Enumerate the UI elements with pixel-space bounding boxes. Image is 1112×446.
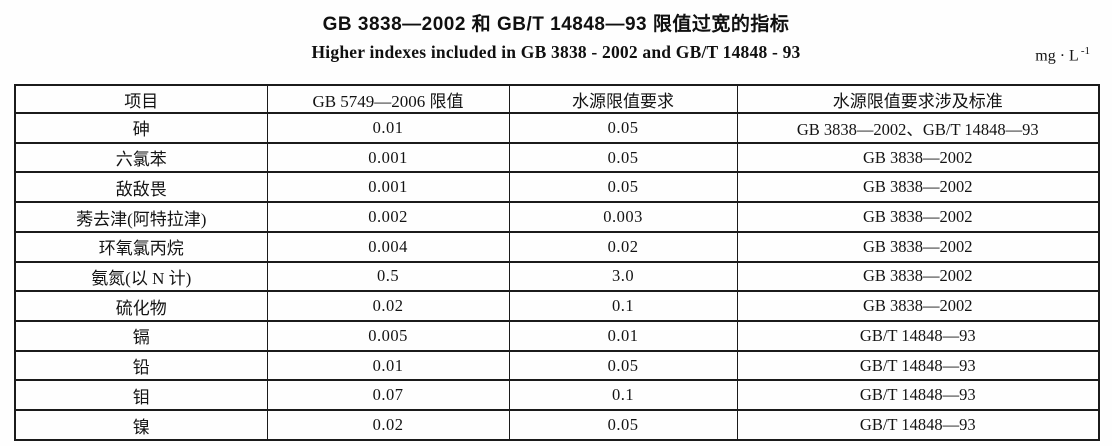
cell-involved-standard: GB/T 14848—93 <box>736 409 1100 441</box>
cell-source-limit: 0.05 <box>508 112 738 144</box>
cell-involved-standard: GB/T 14848—93 <box>736 320 1100 352</box>
unit-label: mg · L -1 <box>1035 45 1090 65</box>
cell-item: 莠去津(阿特拉津) <box>14 201 268 233</box>
cell-involved-standard: GB/T 14848—93 <box>736 349 1100 382</box>
cell-gb5749-limit: 0.005 <box>266 320 510 352</box>
cell-gb5749-limit: 0.5 <box>266 260 510 293</box>
cell-item: 环氧氯丙烷 <box>14 230 268 263</box>
table-row: 莠去津(阿特拉津) 0.002 0.003 GB 3838—2002 <box>14 201 1100 233</box>
cell-involved-standard: GB 3838—2002 <box>736 230 1100 263</box>
cell-item: 镍 <box>14 409 268 441</box>
cell-gb5749-limit: 0.002 <box>266 201 510 233</box>
cell-involved-standard: GB 3838—2002 <box>736 141 1100 174</box>
cell-involved-standard: GB 3838—2002 <box>736 290 1100 323</box>
table-row: 铅 0.01 0.05 GB/T 14848—93 <box>14 349 1100 382</box>
column-header-involved-standard: 水源限值要求涉及标准 <box>736 84 1100 114</box>
table-row: 硫化物 0.02 0.1 GB 3838—2002 <box>14 290 1100 323</box>
table-row: 砷 0.01 0.05 GB 3838—2002、GB/T 14848—93 <box>14 112 1100 144</box>
cell-gb5749-limit: 0.001 <box>266 171 510 204</box>
column-header-item: 项目 <box>14 84 268 114</box>
cell-involved-standard: GB 3838—2002 <box>736 171 1100 204</box>
cell-item: 钼 <box>14 379 268 412</box>
cell-source-limit: 0.02 <box>508 230 738 263</box>
cell-gb5749-limit: 0.02 <box>266 409 510 441</box>
cell-involved-standard: GB/T 14848—93 <box>736 379 1100 412</box>
table-row: 钼 0.07 0.1 GB/T 14848—93 <box>14 379 1100 412</box>
column-header-source-limit: 水源限值要求 <box>508 84 738 114</box>
cell-gb5749-limit: 0.01 <box>266 349 510 382</box>
column-header-gb5749-limit: GB 5749—2006 限值 <box>266 84 510 114</box>
cell-source-limit: 0.05 <box>508 171 738 204</box>
cell-source-limit: 0.05 <box>508 409 738 441</box>
cell-gb5749-limit: 0.004 <box>266 230 510 263</box>
cell-involved-standard: GB 3838—2002、GB/T 14848—93 <box>736 112 1100 144</box>
table-title-english: Higher indexes included in GB 3838 - 200… <box>311 42 801 62</box>
cell-item: 砷 <box>14 112 268 144</box>
cell-gb5749-limit: 0.07 <box>266 379 510 412</box>
table-row: 镍 0.02 0.05 GB/T 14848—93 <box>14 409 1100 441</box>
cell-source-limit: 0.003 <box>508 201 738 233</box>
table-row: 敌敌畏 0.001 0.05 GB 3838—2002 <box>14 171 1100 204</box>
limits-comparison-table: 项目 GB 5749—2006 限值 水源限值要求 水源限值要求涉及标准 砷 0.… <box>14 84 1100 441</box>
cell-source-limit: 0.1 <box>508 379 738 412</box>
table-body: 砷 0.01 0.05 GB 3838—2002、GB/T 14848—93 六氯苯 0.… <box>14 112 1100 441</box>
unit-exponent: -1 <box>1080 45 1090 57</box>
table-row: 氨氮(以 N 计) 0.5 3.0 GB 3838—2002 <box>14 260 1100 293</box>
cell-gb5749-limit: 0.001 <box>266 141 510 174</box>
unit-base: mg · L <box>1035 47 1079 65</box>
cell-item: 铅 <box>14 349 268 382</box>
cell-gb5749-limit: 0.01 <box>266 112 510 144</box>
cell-involved-standard: GB 3838—2002 <box>736 201 1100 233</box>
cell-involved-standard: GB 3838—2002 <box>736 260 1100 293</box>
header-row: 项目 GB 5749—2006 限值 水源限值要求 水源限值要求涉及标准 <box>14 84 1100 114</box>
cell-source-limit: 0.01 <box>508 320 738 352</box>
cell-source-limit: 0.05 <box>508 349 738 382</box>
cell-item: 硫化物 <box>14 290 268 323</box>
table-row: 六氯苯 0.001 0.05 GB 3838—2002 <box>14 141 1100 174</box>
cell-source-limit: 3.0 <box>508 260 738 293</box>
table-row: 环氧氯丙烷 0.004 0.02 GB 3838—2002 <box>14 230 1100 263</box>
cell-item: 氨氮(以 N 计) <box>14 260 268 293</box>
table-title-chinese: GB 3838—2002 和 GB/T 14848—93 限值过宽的指标 <box>322 14 790 35</box>
cell-source-limit: 0.05 <box>508 141 738 174</box>
cell-item: 镉 <box>14 320 268 352</box>
cell-gb5749-limit: 0.02 <box>266 290 510 323</box>
table-row: 镉 0.005 0.01 GB/T 14848—93 <box>14 320 1100 352</box>
cell-item: 敌敌畏 <box>14 171 268 204</box>
cell-source-limit: 0.1 <box>508 290 738 323</box>
cell-item: 六氯苯 <box>14 141 268 174</box>
